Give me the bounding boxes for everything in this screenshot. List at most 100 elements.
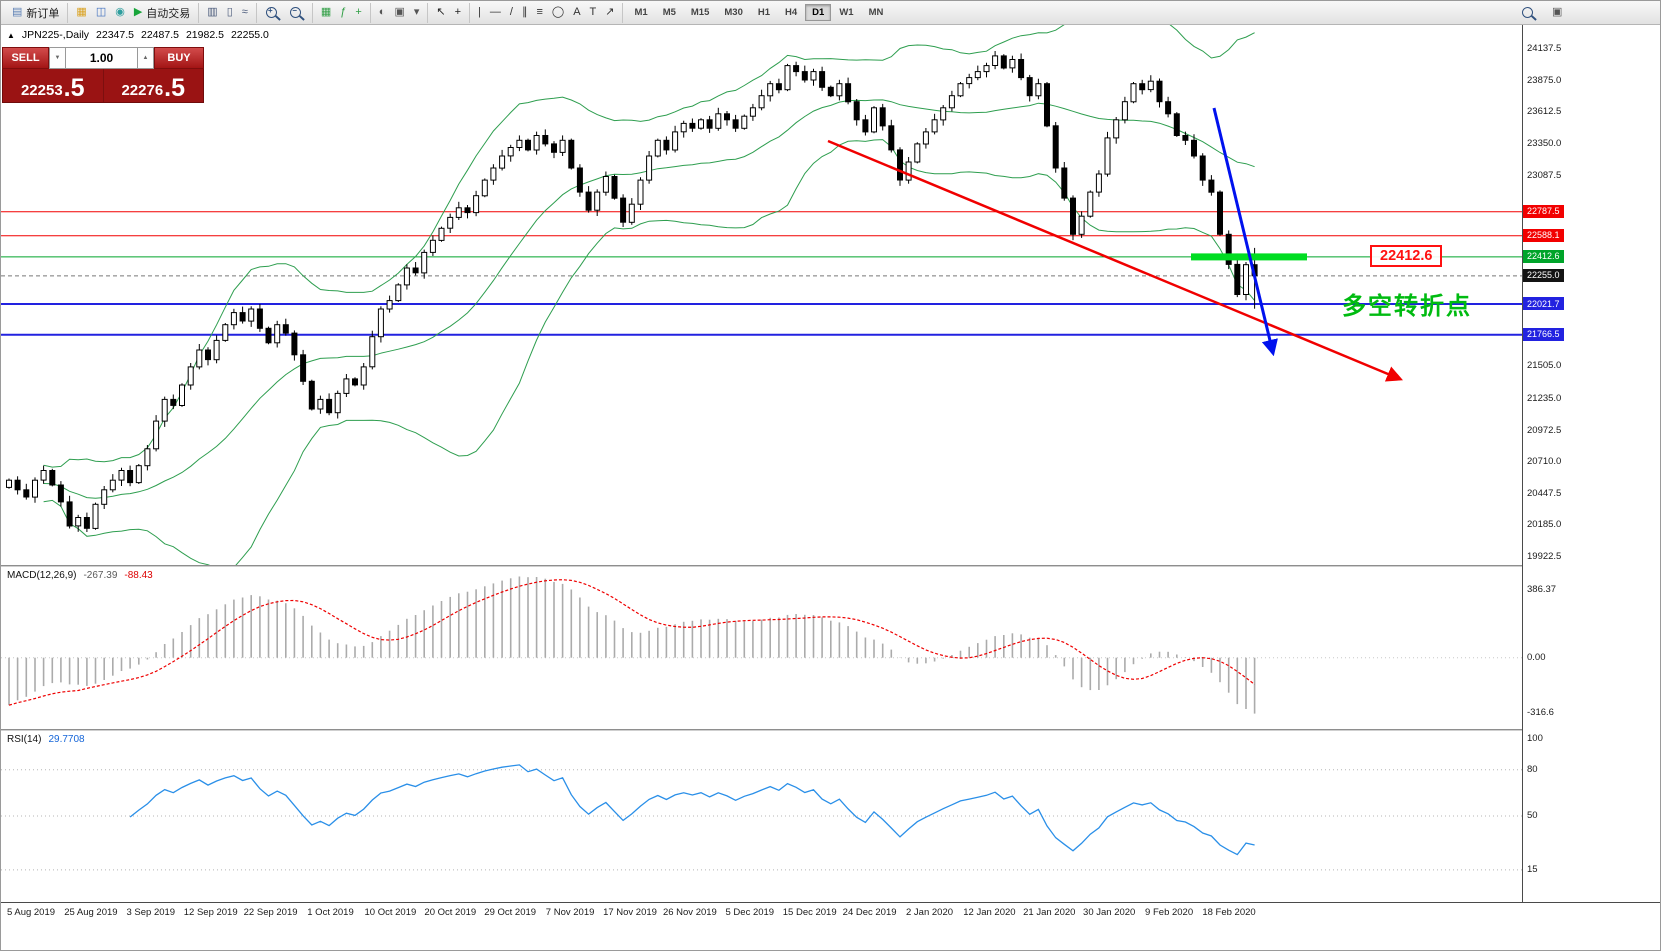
macd-name: MACD(12,26,9) xyxy=(7,570,77,581)
search-button[interactable] xyxy=(1517,3,1540,22)
timeframe-button-m30[interactable]: M30 xyxy=(717,4,749,21)
timeframe-button-d1[interactable]: D1 xyxy=(805,4,832,21)
macd-canvas[interactable] xyxy=(1,567,1522,729)
timeframe-button-w1[interactable]: W1 xyxy=(832,4,860,21)
add-indicator-button[interactable]: + xyxy=(351,3,365,22)
buy-price[interactable]: 22276 .5 xyxy=(102,69,204,102)
crosshair-button[interactable]: + xyxy=(451,3,465,22)
arrows-tool-button[interactable]: ↗ xyxy=(601,3,618,22)
layout-icon: ▣ xyxy=(1552,6,1563,18)
volume-down-button[interactable]: ▼ xyxy=(49,47,66,69)
price-axis-label: 21505.0 xyxy=(1527,360,1562,372)
toolbar-right: ▣ xyxy=(1517,3,1566,22)
macd-signal-value: -88.43 xyxy=(124,570,153,581)
cursor-button[interactable]: ↖ xyxy=(432,3,449,22)
timeframe-button-mn[interactable]: MN xyxy=(862,4,891,21)
trendline-button[interactable]: / xyxy=(506,3,517,22)
toolbar-group: ▤ 新订单 xyxy=(4,2,69,23)
timeframe-button-m15[interactable]: M15 xyxy=(684,4,716,21)
chart-settings-button[interactable]: ▣ xyxy=(390,3,408,22)
price-level-chip: 22588.1 xyxy=(1523,228,1564,242)
price-level-chip: 22021.7 xyxy=(1523,297,1564,310)
price-axis-label: 23875.0 xyxy=(1527,74,1562,86)
layout-button[interactable]: ▣ xyxy=(1548,3,1566,22)
buy-button[interactable]: BUY xyxy=(154,47,204,69)
time-axis[interactable]: 5 Aug 2019 25 Aug 2019 3 Sep 2019 12 Sep 20… xyxy=(1,902,1660,925)
profiles-button[interactable]: ◫ xyxy=(92,3,110,22)
timeframe-button-m1[interactable]: M1 xyxy=(627,4,654,21)
price-chart-canvas[interactable] xyxy=(1,25,1522,565)
date-axis-label: 24 Dec 2019 xyxy=(842,907,897,918)
period-button[interactable]: ◐ xyxy=(375,3,390,22)
date-axis-label: 9 Feb 2020 xyxy=(1145,907,1194,918)
autotrading-button[interactable]: ▶ 自动交易 xyxy=(130,3,194,22)
date-axis-label: 12 Jan 2020 xyxy=(963,907,1016,918)
ohlc-open: 22347.5 xyxy=(96,29,134,41)
cursor-icon: ↖ xyxy=(436,6,446,18)
tile-windows-icon: ▦ xyxy=(320,6,332,18)
date-axis-label: 25 Aug 2019 xyxy=(64,907,118,918)
date-axis-label: 3 Sep 2019 xyxy=(126,907,176,918)
panel-splitter[interactable] xyxy=(1,565,1660,567)
macd-axis-label: 386.37 xyxy=(1527,583,1557,595)
toolbar-group: ▦ ◫ ◉ ▶ 自动交易 xyxy=(68,2,200,23)
toolbar-group: ▥ ▯ ≈ xyxy=(199,2,257,23)
shapes-button[interactable]: ◯ xyxy=(548,3,568,22)
toolbar-group: ▦ ƒ + xyxy=(313,2,371,23)
channel-button[interactable]: ∥ xyxy=(518,3,532,22)
date-axis-label: 7 Nov 2019 xyxy=(545,907,595,918)
new-chart-button[interactable]: ▦ xyxy=(72,3,90,22)
bar-chart-icon: ▥ xyxy=(207,6,218,18)
timeframe-toolbar: M1 M5 M15 M30 H1 H4 D1 W1 MN xyxy=(623,3,894,23)
toolbar-group: ◐ ▣ ▾ xyxy=(371,2,429,23)
vertical-line-button[interactable]: | xyxy=(474,3,485,22)
fibonacci-button[interactable]: ≡ xyxy=(532,3,546,22)
ohlc-low: 21982.5 xyxy=(185,29,224,41)
horizontal-line-button[interactable]: — xyxy=(486,3,505,22)
volume-up-button[interactable]: ▲ xyxy=(137,47,154,69)
price-axis[interactable]: 24137.5 23875.0 23612.5 23350.0 23087.5 21505… xyxy=(1523,25,1660,902)
zoom-in-button[interactable] xyxy=(261,3,284,22)
new-order-icon: ▤ xyxy=(12,6,23,18)
toolbar-group: | — / ∥ ≡ ◯ A T ↗ xyxy=(470,2,624,23)
rsi-axis-label: 50 xyxy=(1527,810,1538,821)
dropdown-button[interactable]: ▾ xyxy=(410,3,424,22)
timeframe-button-h4[interactable]: H4 xyxy=(778,4,804,21)
price-label-annotation: 22412.6 xyxy=(1370,245,1443,267)
price-axis-label: 20447.5 xyxy=(1527,487,1562,499)
indicators-button[interactable]: ƒ xyxy=(336,3,350,22)
buy-price-main: 22276 xyxy=(121,81,164,99)
new-order-button[interactable]: ▤ 新订单 xyxy=(8,3,63,22)
tile-windows-button[interactable]: ▦ xyxy=(317,3,335,22)
timeframe-button-m5[interactable]: M5 xyxy=(656,4,683,21)
label-button[interactable]: T xyxy=(586,3,601,22)
date-axis-label: 20 Oct 2019 xyxy=(424,907,477,918)
new-order-label: 新订单 xyxy=(26,7,60,20)
horizontal-line-icon: — xyxy=(489,6,501,18)
text-button[interactable]: A xyxy=(569,3,584,22)
ohlc-close: 22255.0 xyxy=(230,29,269,41)
sell-price-frac: .5 xyxy=(63,73,85,102)
zoom-out-button[interactable] xyxy=(285,3,308,22)
timeframe-button-h1[interactable]: H1 xyxy=(751,4,777,21)
panel-splitter[interactable] xyxy=(1,729,1660,731)
sell-button[interactable]: SELL xyxy=(2,47,49,69)
arrows-tool-icon: ↗ xyxy=(605,6,615,18)
symbol-marker-icon: ▲ xyxy=(7,30,15,40)
date-axis-label: 22 Sep 2019 xyxy=(243,907,298,918)
bar-chart-button[interactable]: ▥ xyxy=(203,3,221,22)
volume-input[interactable] xyxy=(66,47,137,69)
price-axis-label: 23350.0 xyxy=(1527,137,1562,149)
toolbar-group xyxy=(257,2,313,23)
refresh-button[interactable]: ◉ xyxy=(111,3,129,22)
candlestick-chart-button[interactable]: ▯ xyxy=(223,3,237,22)
price-axis-border xyxy=(1522,25,1523,902)
sell-price[interactable]: 22253 .5 xyxy=(3,69,103,102)
ohlc-high: 22487.5 xyxy=(141,29,179,41)
dropdown-icon: ▾ xyxy=(413,6,420,18)
text-icon: A xyxy=(573,6,581,18)
rsi-canvas[interactable] xyxy=(1,731,1522,901)
zoom-in-icon xyxy=(265,6,277,18)
line-chart-button[interactable]: ≈ xyxy=(238,3,252,22)
